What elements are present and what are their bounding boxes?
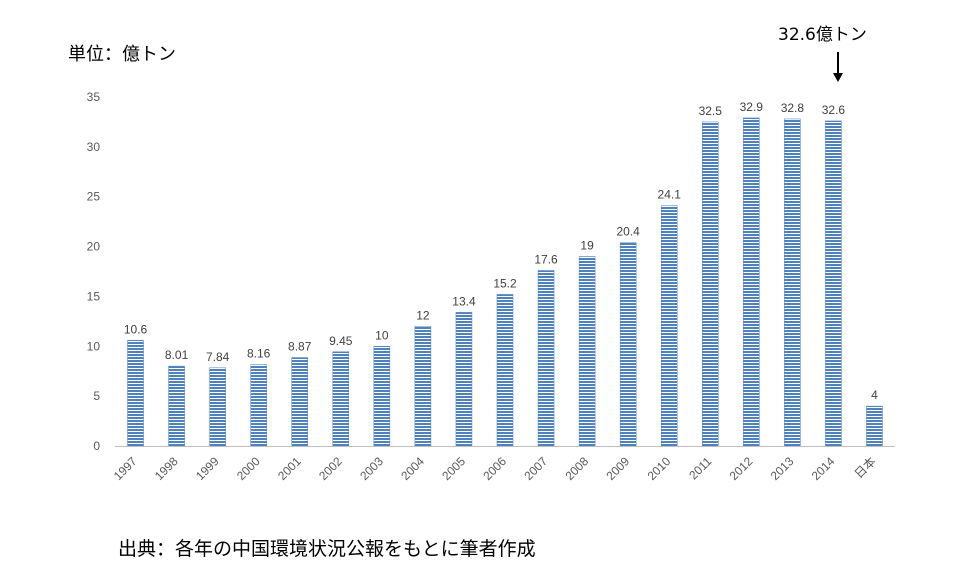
x-tick-label: 1997 (111, 454, 140, 483)
bar (743, 117, 760, 447)
y-tick-label: 35 (87, 90, 101, 104)
data-label: 32.8 (781, 101, 805, 115)
data-label: 24.1 (658, 188, 682, 202)
unit-label: 単位：億トン (68, 44, 176, 65)
bar (209, 367, 226, 447)
bar (660, 205, 678, 447)
x-tick-label: 1999 (193, 454, 222, 483)
x-tick-label: 1998 (152, 454, 181, 483)
source-note: 出典：各年の中国環境状況公報をもとに筆者作成 (118, 538, 536, 560)
data-label: 12 (416, 308, 430, 322)
x-tick-label: 2002 (316, 454, 345, 483)
x-tick-label: 2012 (727, 454, 756, 483)
bar (702, 121, 719, 447)
data-label: 10 (375, 328, 389, 342)
data-label: 8.87 (288, 340, 312, 354)
data-label: 10.6 (124, 322, 148, 336)
x-tick-label: 2001 (275, 454, 304, 483)
bar (619, 242, 637, 447)
data-label: 32.5 (699, 104, 723, 118)
data-label: 32.9 (740, 100, 764, 114)
x-tick-label: 2007 (521, 454, 550, 483)
y-axis-ticks: 0 5 10 15 20 25 30 35 (87, 90, 101, 453)
data-label: 9.45 (329, 334, 353, 348)
x-tick-label: 2013 (768, 454, 797, 483)
bar (127, 340, 144, 447)
x-tick-label: 2003 (357, 454, 386, 483)
y-tick-label: 5 (93, 389, 100, 403)
bar (537, 270, 555, 447)
y-tick-label: 0 (93, 439, 100, 453)
data-label: 13.4 (452, 294, 476, 308)
x-tick-label: 2008 (562, 454, 591, 483)
bar (414, 326, 432, 447)
bar (168, 365, 185, 447)
data-labels: 10.6 8.01 7.84 8.16 8.87 9.45 10 12 13.4 15.2 17.6… (124, 100, 878, 402)
y-tick-label: 20 (87, 240, 101, 254)
x-tick-label: 2010 (645, 454, 674, 483)
data-label: 32.6 (822, 103, 846, 117)
data-label: 17.6 (534, 253, 558, 267)
x-tick-label: 2014 (809, 454, 838, 483)
y-tick-label: 10 (87, 339, 101, 353)
bar (578, 256, 596, 447)
y-tick-label: 15 (87, 289, 101, 303)
data-label: 8.01 (165, 348, 189, 362)
y-tick-label: 25 (87, 190, 101, 204)
bar (291, 357, 308, 447)
data-label: 15.2 (493, 276, 517, 290)
bar (825, 120, 842, 447)
x-tick-label: 2004 (398, 454, 427, 483)
bar (866, 405, 883, 447)
annotation-arrow (833, 52, 843, 82)
x-tick-label: 2000 (234, 454, 263, 483)
bar (455, 312, 473, 447)
x-tick-label: 日本 (852, 454, 879, 481)
bar (496, 294, 514, 447)
bars (127, 117, 883, 447)
bar (373, 346, 391, 447)
x-tick-label: 2009 (603, 454, 632, 483)
annotation-label: 32.6億トン (778, 25, 867, 45)
bar (250, 364, 267, 447)
data-label: 8.16 (247, 347, 271, 361)
y-tick-label: 30 (87, 140, 101, 154)
x-tick-label: 2011 (686, 454, 714, 482)
data-label: 19 (580, 239, 594, 253)
x-tick-label: 2006 (480, 454, 509, 483)
data-label: 7.84 (206, 350, 230, 364)
data-label: 20.4 (616, 225, 640, 239)
x-axis-ticks: 1997 1998 1999 2000 2001 2002 2003 2004 2005 2006… (111, 454, 879, 483)
x-tick-label: 2005 (439, 454, 468, 483)
bar (784, 118, 801, 447)
bar (332, 351, 350, 447)
data-label: 4 (871, 388, 878, 402)
